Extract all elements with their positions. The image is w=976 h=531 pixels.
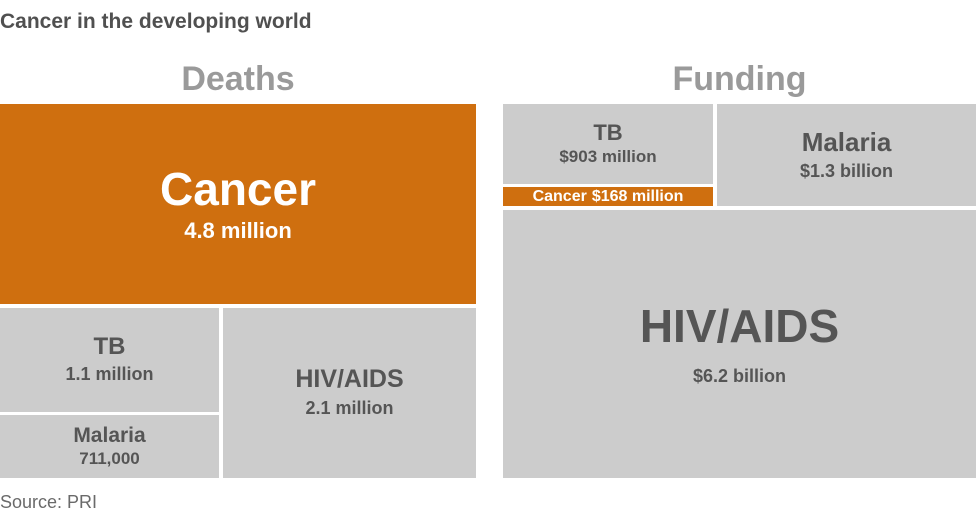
- funding-malaria-value: $1.3 billion: [799, 160, 894, 181]
- funding-cancer-value: $168 million: [591, 187, 684, 205]
- deaths-malaria-name: Malaria: [73, 423, 146, 447]
- deaths-tb-name: TB: [93, 333, 126, 360]
- funding-treemap: TB $903 million Cancer $168 million Mala…: [503, 104, 976, 478]
- deaths-tile-hiv: HIV/AIDS 2.1 million: [223, 308, 476, 478]
- deaths-tb-value: 1.1 million: [65, 364, 154, 385]
- funding-panel-title: Funding: [672, 60, 807, 98]
- deaths-cancer-value: 4.8 million: [184, 218, 292, 244]
- deaths-cancer-name: Cancer: [160, 162, 316, 215]
- deaths-hiv-name: HIV/AIDS: [295, 365, 404, 394]
- funding-hiv-name: HIV/AIDS: [639, 299, 840, 352]
- deaths-tile-malaria: Malaria 711,000: [0, 415, 219, 478]
- funding-malaria-name: Malaria: [801, 126, 892, 157]
- deaths-tile-cancer: Cancer 4.8 million: [0, 104, 476, 304]
- funding-tile-hiv: HIV/AIDS $6.2 billion: [503, 210, 976, 478]
- deaths-hiv-value: 2.1 million: [305, 397, 394, 418]
- funding-tile-tb: TB $903 million: [503, 104, 713, 184]
- funding-tb-value: $903 million: [559, 146, 657, 166]
- funding-cancer-name: Cancer: [532, 187, 587, 205]
- deaths-treemap: Cancer 4.8 million TB 1.1 million Malari…: [0, 104, 476, 478]
- deaths-malaria-value: 711,000: [79, 448, 140, 468]
- funding-tile-cancer: Cancer $168 million: [503, 187, 713, 206]
- deaths-tile-tb: TB 1.1 million: [0, 308, 219, 412]
- funding-tb-name: TB: [593, 119, 623, 145]
- source-note: Source: PRI: [0, 492, 98, 512]
- funding-tile-malaria: Malaria $1.3 billion: [717, 104, 976, 206]
- deaths-panel-title: Deaths: [181, 60, 295, 98]
- funding-hiv-value: $6.2 billion: [692, 365, 787, 386]
- chart-title: Cancer in the developing world: [0, 10, 312, 33]
